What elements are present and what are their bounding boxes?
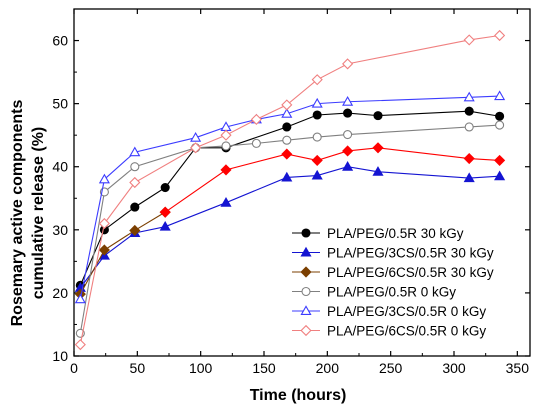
x-axis-title: Time (hours) xyxy=(250,387,347,404)
data-point xyxy=(74,339,86,351)
data-point xyxy=(342,96,354,106)
y-axis-title-line-2: cumulative release (%) xyxy=(30,127,47,300)
data-point xyxy=(342,58,354,70)
data-point xyxy=(281,148,293,160)
x-tick-label: 350 xyxy=(506,360,530,376)
data-point xyxy=(312,110,322,120)
data-point xyxy=(494,90,506,101)
data-point xyxy=(281,108,293,118)
legend-marker xyxy=(300,305,312,316)
legend-item: PLA/PEG/3CS/0.5R 0 kGy xyxy=(292,304,486,319)
legend-item: PLA/PEG/6CS/0.5R 0 kGy xyxy=(292,324,486,339)
series-line xyxy=(79,110,500,286)
data-point xyxy=(495,111,505,121)
data-point xyxy=(160,182,170,193)
data-point xyxy=(190,142,202,154)
data-point xyxy=(342,145,354,157)
data-point xyxy=(464,106,474,116)
data-point xyxy=(311,169,323,180)
legend-item: PLA/PEG/3CS/0.5R 30 kGy xyxy=(292,246,494,261)
x-tick-label: 50 xyxy=(130,360,146,376)
data-point xyxy=(463,34,475,46)
legend-marker xyxy=(300,324,312,337)
data-point xyxy=(282,122,292,132)
data-point xyxy=(129,176,141,189)
data-point xyxy=(129,224,141,237)
data-point xyxy=(159,220,171,231)
data-point xyxy=(129,146,141,157)
y-tick-label: 10 xyxy=(52,348,68,364)
y-tick-label: 50 xyxy=(52,96,68,112)
data-point xyxy=(494,29,506,42)
data-point xyxy=(130,162,140,172)
plot-frame xyxy=(73,8,531,357)
data-point xyxy=(159,206,171,218)
data-point xyxy=(312,132,322,142)
data-point xyxy=(463,91,475,102)
y-tick-label: 20 xyxy=(52,285,68,301)
data-point xyxy=(220,129,232,141)
x-tick-label: 150 xyxy=(252,360,276,376)
series-line xyxy=(164,147,500,213)
data-point xyxy=(343,108,353,118)
legend-marker xyxy=(300,266,312,278)
data-point xyxy=(373,111,383,121)
data-point xyxy=(220,196,232,207)
legend-marker xyxy=(301,286,311,297)
data-point xyxy=(343,130,353,140)
legend-label: PLA/PEG/6CS/0.5R 0 kGy xyxy=(327,324,486,339)
data-point xyxy=(250,113,262,125)
data-point xyxy=(221,141,231,151)
series-4 xyxy=(159,142,506,218)
data-point xyxy=(281,171,293,182)
data-point xyxy=(372,166,384,176)
legend-marker xyxy=(301,228,311,238)
y-axis-title-line-1: Rosemary active components xyxy=(9,100,26,327)
data-point xyxy=(98,244,110,256)
data-point xyxy=(98,173,110,184)
y-tick-label: 40 xyxy=(52,159,68,175)
x-tick-label: 100 xyxy=(189,360,213,376)
data-point xyxy=(311,97,323,108)
x-tick-label: 0 xyxy=(70,360,78,376)
legend-marker xyxy=(300,246,312,257)
data-point xyxy=(494,154,506,166)
legend-label: PLA/PEG/0.5R 30 kGy xyxy=(327,226,464,241)
legend-label: PLA/PEG/6CS/0.5R 30 kGy xyxy=(327,265,494,280)
y-tick-label: 60 xyxy=(52,33,68,49)
legend-item: PLA/PEG/6CS/0.5R 30 kGy xyxy=(292,265,494,280)
legend-item: PLA/PEG/0.5R 30 kGy xyxy=(292,226,464,241)
x-tick-label: 200 xyxy=(316,360,340,376)
legend: PLA/PEG/0.5R 30 kGy PLA/PEG/3CS/0.5R 30 k… xyxy=(292,226,494,339)
data-point xyxy=(220,164,232,176)
data-point xyxy=(98,217,110,230)
data-point xyxy=(282,135,292,145)
series-line xyxy=(79,211,166,295)
data-point xyxy=(463,152,475,165)
data-point xyxy=(464,122,474,132)
data-point xyxy=(495,120,505,130)
data-point xyxy=(311,154,323,166)
data-point xyxy=(494,170,506,181)
data-point xyxy=(281,99,293,111)
data-point xyxy=(251,138,261,148)
legend-item: PLA/PEG/0.5R 0 kGy xyxy=(292,285,456,300)
legend-label: PLA/PEG/3CS/0.5R 0 kGy xyxy=(327,304,486,319)
data-point xyxy=(311,74,323,86)
data-point xyxy=(372,142,384,154)
x-tick-label: 250 xyxy=(379,360,403,376)
data-point xyxy=(463,172,475,183)
data-point xyxy=(74,293,86,304)
data-point xyxy=(130,202,140,212)
series-1 xyxy=(75,106,505,290)
data-point xyxy=(190,131,202,142)
legend-label: PLA/PEG/3CS/0.5R 30 kGy xyxy=(327,246,494,261)
legend-label: PLA/PEG/0.5R 0 kGy xyxy=(327,285,456,300)
y-tick-label: 30 xyxy=(52,222,68,238)
x-tick-label: 300 xyxy=(442,360,466,376)
series-7 xyxy=(74,29,506,351)
data-point xyxy=(342,161,354,171)
